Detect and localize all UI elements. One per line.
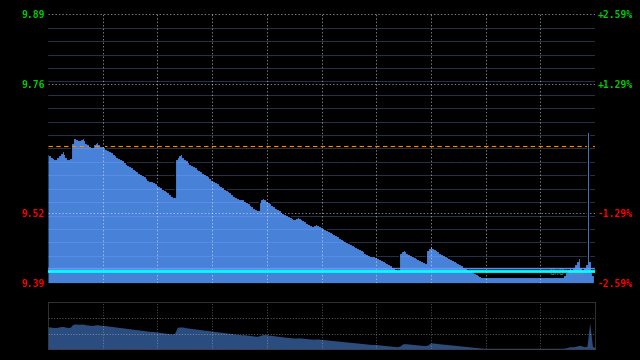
Text: 8n8.com: 8n8.com xyxy=(549,268,584,277)
